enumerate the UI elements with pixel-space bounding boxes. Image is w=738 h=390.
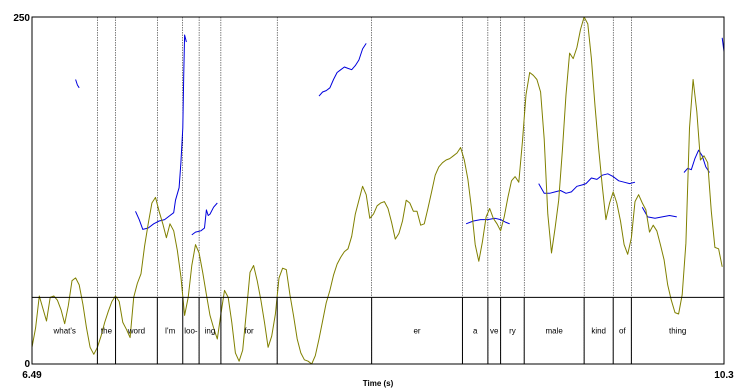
- y-tick-max: 250: [13, 13, 30, 24]
- word-label: male: [546, 327, 564, 336]
- word-label: of: [619, 327, 626, 336]
- word-label: for: [244, 327, 254, 336]
- word-label: ve: [490, 327, 499, 336]
- series-layer: [31, 16, 725, 365]
- word-label: ing: [205, 327, 216, 336]
- pitch-segment: [135, 34, 187, 230]
- pitch-segment: [191, 202, 218, 236]
- y-tick-min: 0: [24, 359, 30, 370]
- word-label: I'm: [165, 327, 176, 336]
- word-label: thing: [669, 327, 686, 336]
- word-label: the: [101, 327, 113, 336]
- intensity-segment: [31, 16, 723, 365]
- word-label: what's: [52, 327, 75, 336]
- word-label: ry: [509, 327, 516, 336]
- interval-boundaries: [97, 17, 632, 364]
- word-label: a: [473, 327, 478, 336]
- word-tier: what's the word I'm loo-ing for er a ve ry male kin…: [52, 297, 686, 364]
- word-label: kind: [591, 327, 606, 336]
- word-label: word: [127, 327, 145, 336]
- plot-frame: [31, 16, 725, 365]
- pitch-segment: [465, 217, 510, 225]
- word-label: er: [413, 327, 420, 336]
- x-axis-label: Time (s): [363, 379, 394, 388]
- pitch-segment: [75, 79, 80, 89]
- word-label: loo-: [184, 327, 198, 336]
- x-tick-end: 10.3: [714, 370, 734, 381]
- pitch-segment: [318, 43, 367, 97]
- pitch-segment: [538, 173, 636, 194]
- x-tick-start: 6.49: [22, 370, 42, 381]
